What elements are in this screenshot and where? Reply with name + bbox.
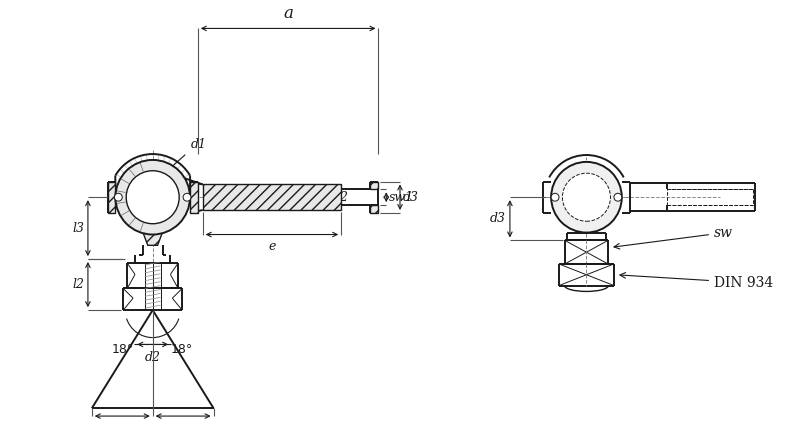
Circle shape [551, 162, 622, 232]
Circle shape [551, 193, 559, 201]
Text: 18°: 18° [171, 343, 194, 356]
Polygon shape [370, 182, 378, 189]
Polygon shape [139, 222, 166, 245]
Polygon shape [202, 184, 341, 210]
Text: sw1: sw1 [390, 191, 414, 204]
Text: d3: d3 [490, 212, 506, 225]
Text: d1: d1 [191, 138, 207, 151]
Text: sw: sw [614, 226, 733, 249]
Text: e: e [268, 240, 276, 253]
Circle shape [183, 193, 191, 201]
Text: d2: d2 [145, 351, 161, 364]
Text: l2: l2 [72, 278, 84, 291]
Polygon shape [190, 182, 198, 213]
Circle shape [126, 171, 179, 224]
Text: a: a [283, 4, 293, 22]
Text: d3: d3 [403, 191, 419, 204]
Circle shape [114, 193, 122, 201]
Circle shape [115, 160, 190, 235]
Bar [667, 189, 754, 205]
Polygon shape [370, 205, 378, 213]
Circle shape [562, 173, 610, 221]
Polygon shape [107, 182, 115, 213]
Text: d2: d2 [332, 191, 348, 204]
Text: DIN 934: DIN 934 [620, 273, 774, 290]
Text: 18°: 18° [112, 343, 134, 356]
Text: l3: l3 [72, 221, 84, 235]
Circle shape [614, 193, 622, 201]
